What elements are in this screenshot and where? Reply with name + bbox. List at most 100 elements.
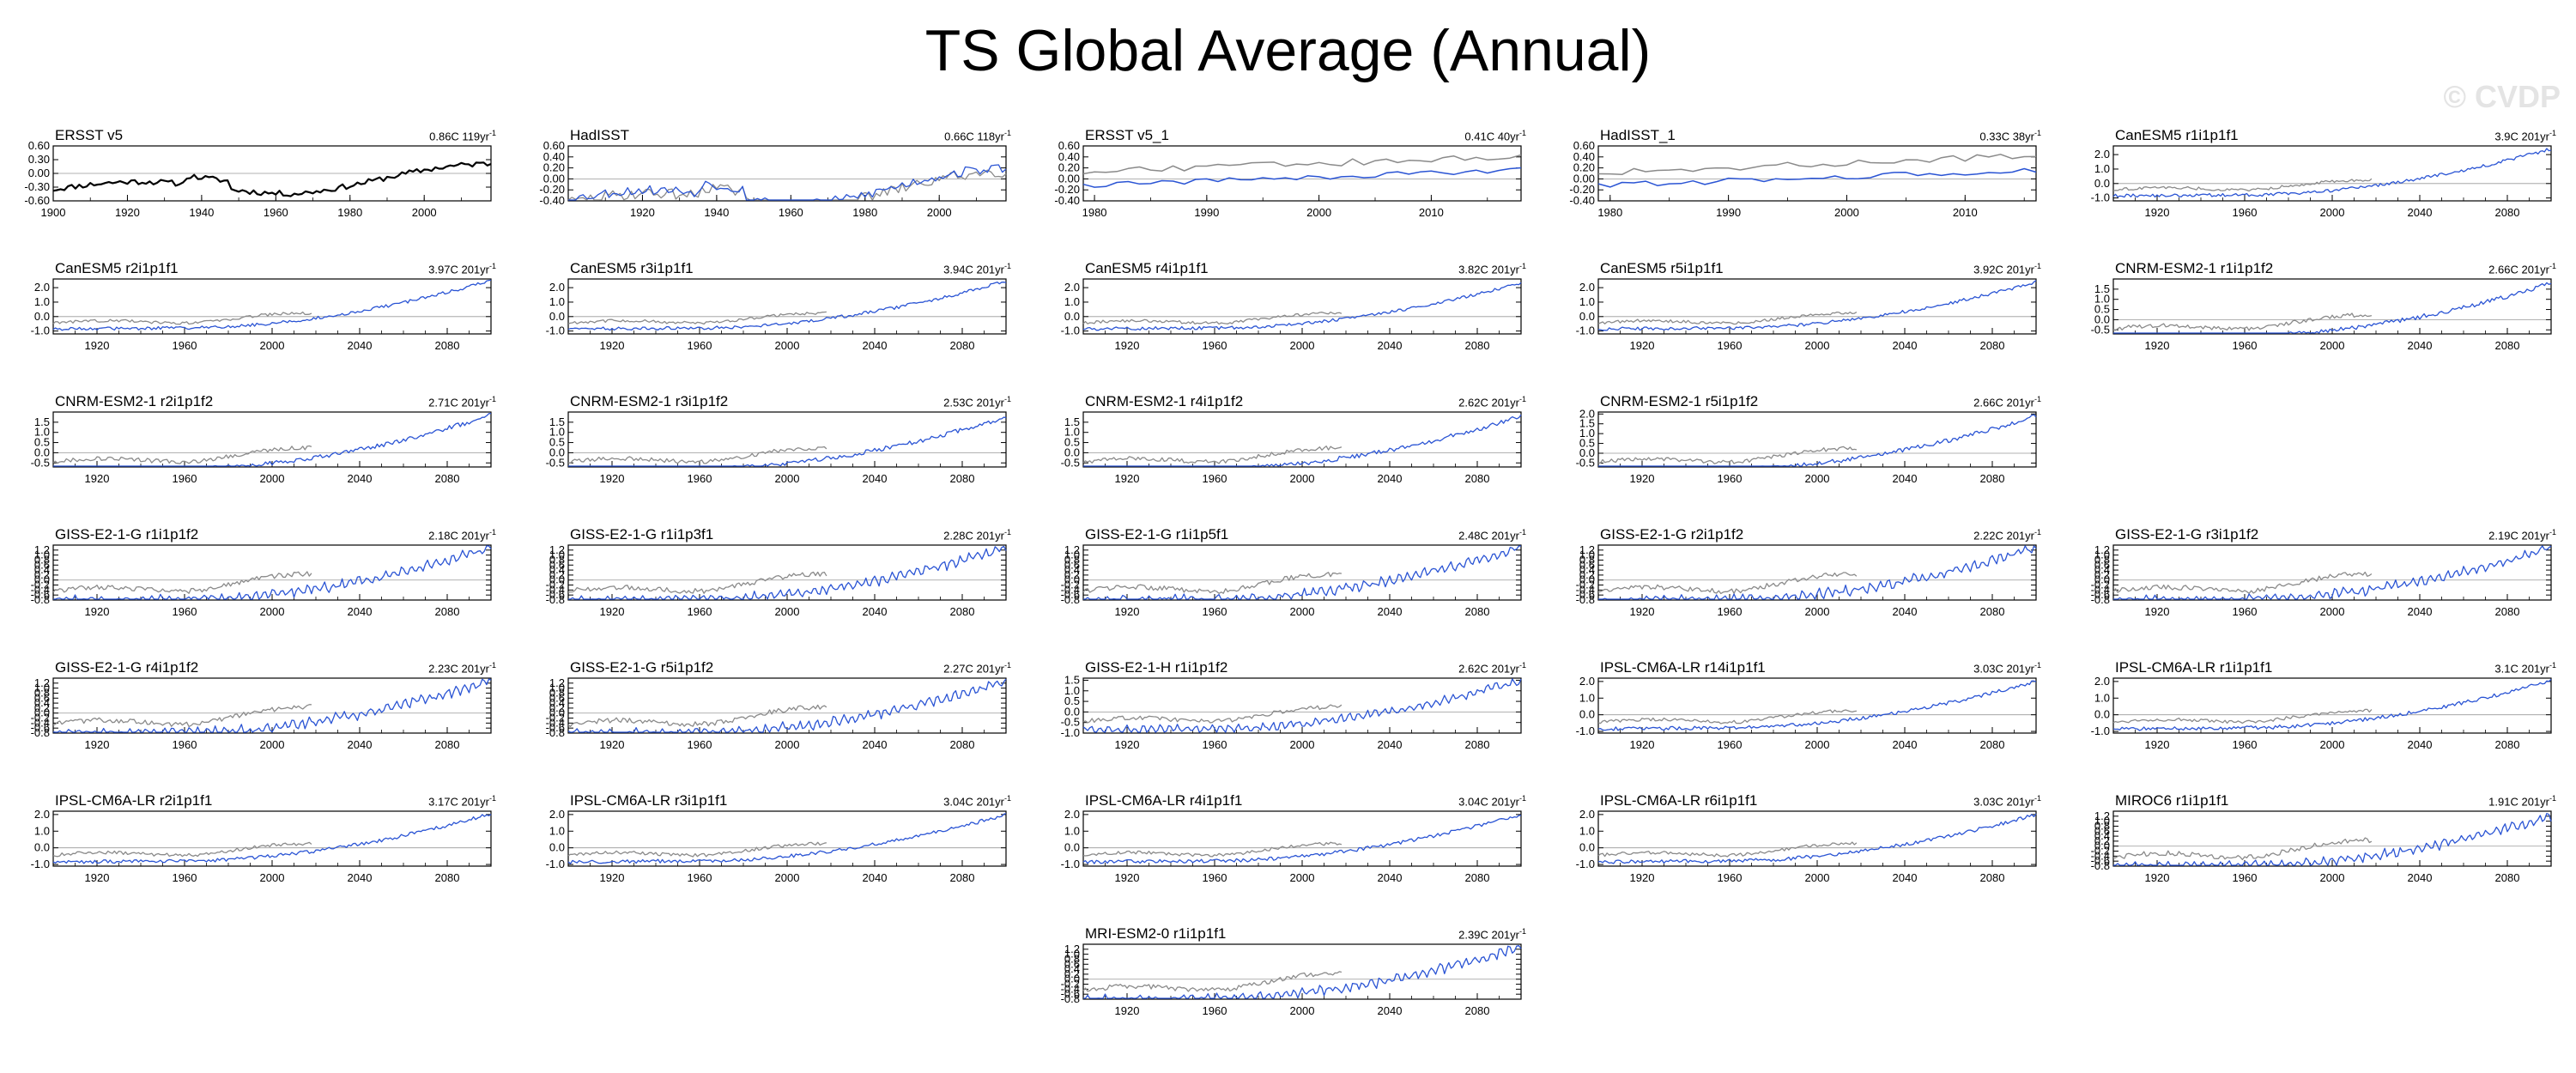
x-tick-label: 2040 [1378, 605, 1403, 618]
x-tick-label: 2040 [1893, 871, 1918, 884]
y-tick-label: 0.0 [1579, 446, 1595, 459]
panel-title: MIROC6 r1i1p1f1 [2115, 792, 2229, 809]
x-tick-label: 1920 [1115, 738, 1140, 751]
panel-title: GISS-E2-1-G r1i1p1f2 [55, 526, 199, 543]
y-tick-label: -0.8 [546, 593, 565, 606]
model-series-line [2113, 545, 2552, 600]
chart-panel: HadISST_1 0.33C 38yr-1 0.60 0.40 0.20 0.00 -0.… [1554, 127, 2041, 234]
panel-title: GISS-E2-1-G r4i1p1f2 [55, 659, 199, 676]
panel-trend-label: 3.94C 201yr-1 [943, 262, 1011, 276]
chart-panel: GISS-E2-1-G r1i1p3f1 2.28C 201yr-1 1.2 1.0 0… [524, 526, 1011, 633]
chart-panel: CNRM-ESM2-1 r2i1p1f2 2.71C 201yr-1 1.5 1.0 0… [9, 393, 496, 500]
y-tick-label: 0.2 [549, 701, 565, 714]
observed-overlay-line [1082, 311, 1343, 325]
y-tick-label: 2.0 [549, 808, 565, 821]
y-tick-label: 0.0 [2094, 708, 2110, 721]
chart-panel: GISS-E2-1-G r2i1p1f2 2.22C 201yr-1 1.2 1.0 0… [1554, 526, 2041, 633]
y-tick-label: 0.6 [1064, 558, 1080, 571]
x-tick-label: 2040 [863, 738, 888, 751]
panel-title: ERSST v5 [55, 127, 124, 143]
x-tick-label: 2080 [2495, 738, 2520, 751]
y-tick-label: 1.2 [1579, 543, 1595, 556]
y-tick-label: 0.4 [34, 563, 50, 576]
y-tick-label: -1.0 [1576, 724, 1595, 737]
y-tick-label: 0.60 [28, 139, 50, 152]
cvdp-watermark: © CVDP [2443, 79, 2561, 114]
x-tick-label: 1920 [2145, 206, 2170, 219]
panel-title: IPSL-CM6A-LR r2i1p1f1 [55, 792, 213, 809]
plot-frame [1597, 677, 2037, 734]
model-series-line [52, 678, 492, 733]
x-tick-label: 1920 [1630, 738, 1655, 751]
observed-overlay-line [1082, 446, 1343, 464]
y-tick-label: -0.8 [1061, 593, 1080, 606]
chart-panel: CanESM5 r4i1p1f1 3.82C 201yr-1 2.0 1.0 0.0 -1… [1039, 260, 1526, 367]
y-tick-label: 0.00 [543, 172, 565, 185]
y-tick-label: -0.5 [1061, 456, 1080, 469]
y-tick-label: 0.6 [2094, 824, 2110, 837]
x-tick-label: 1960 [1203, 339, 1227, 352]
x-tick-label: 2000 [2320, 339, 2345, 352]
y-tick-label: 0.5 [1064, 694, 1080, 707]
panel-trend-label: 3.04C 201yr-1 [1458, 794, 1526, 809]
y-tick-label: 0.60 [1573, 139, 1595, 152]
chart-panel: CanESM5 r3i1p1f1 3.94C 201yr-1 2.0 1.0 0.0 -1… [524, 260, 1011, 367]
x-tick-label: 2080 [2495, 605, 2520, 618]
panel-title: HadISST_1 [1600, 127, 1676, 143]
y-tick-label: -0.5 [1061, 716, 1080, 729]
y-tick-label: 1.0 [549, 549, 565, 561]
model-series-line [1083, 545, 1521, 600]
dataset-series-line [1597, 167, 2037, 188]
panel-trend-label: 3.82C 201yr-1 [1458, 262, 1526, 276]
chart-panel: IPSL-CM6A-LR r3i1p1f1 3.04C 201yr-1 2.0 1.0… [524, 792, 1011, 900]
y-tick-label: 1.0 [34, 549, 50, 561]
panel-title: GISS-E2-1-G r1i1p5f1 [1085, 526, 1229, 543]
y-tick-label: 1.5 [1579, 417, 1595, 430]
panel-title: CanESM5 r3i1p1f1 [570, 260, 694, 276]
y-tick-label: 1.2 [549, 543, 565, 556]
y-tick-label: 0.4 [2094, 563, 2110, 576]
y-tick-label: -0.4 [1061, 982, 1080, 995]
y-tick-label: 0.0 [549, 573, 565, 586]
x-tick-label: 1900 [41, 206, 66, 219]
x-tick-label: 1940 [704, 206, 729, 219]
panel-title: GISS-E2-1-G r1i1p3f1 [570, 526, 714, 543]
plot-frame [1597, 145, 2037, 202]
y-tick-label: 2.0 [1579, 281, 1595, 294]
x-tick-label: 2080 [1465, 472, 1490, 485]
y-tick-label: 0.0 [34, 446, 50, 458]
y-tick-label: 1.0 [1064, 295, 1080, 308]
model-series-line [1598, 545, 2037, 600]
observed-overlay-line [52, 841, 312, 858]
y-tick-label: -0.6 [1061, 987, 1080, 1000]
x-tick-label: 2000 [2320, 206, 2345, 219]
x-tick-label: 1920 [600, 871, 625, 884]
x-tick-label: 1960 [2233, 605, 2258, 618]
x-tick-label: 1960 [173, 605, 197, 618]
model-series-line [1082, 815, 1522, 864]
x-tick-label: 2080 [950, 871, 975, 884]
model-series-line [567, 678, 1007, 733]
x-tick-label: 2000 [775, 738, 800, 751]
y-tick-label: 0.4 [2094, 829, 2110, 842]
y-tick-label: 0.0 [34, 841, 50, 854]
y-tick-label: -0.6 [31, 721, 50, 734]
x-tick-label: 2080 [1465, 738, 1490, 751]
page-title: TS Global Average (Annual) [924, 18, 1652, 83]
y-tick-label: -0.8 [1061, 992, 1080, 1005]
chart-panel: GISS-E2-1-G r1i1p5f1 2.48C 201yr-1 1.2 1.0 0… [1039, 526, 1526, 633]
y-tick-label: 0.00 [28, 167, 50, 179]
y-tick-label: -0.4 [2091, 849, 2110, 862]
chart-panel: MRI-ESM2-0 r1i1p1f1 2.39C 201yr-1 1.2 1.0 0.… [1039, 925, 1526, 1033]
panel-trend-label: 2.62C 201yr-1 [1458, 661, 1526, 676]
panel-trend-label: 2.23C 201yr-1 [428, 661, 496, 676]
y-tick-label: -0.20 [1569, 183, 1595, 196]
y-tick-label: -0.2 [2091, 579, 2110, 591]
x-tick-label: 2040 [1378, 871, 1403, 884]
panel-title: CanESM5 r1i1p1f1 [2115, 127, 2239, 143]
x-tick-label: 2000 [260, 472, 285, 485]
chart-panel: GISS-E2-1-G r1i1p1f2 2.18C 201yr-1 1.2 1.0 0… [9, 526, 496, 633]
x-tick-label: 1920 [600, 738, 625, 751]
panel-trend-label: 2.27C 201yr-1 [943, 661, 1011, 676]
